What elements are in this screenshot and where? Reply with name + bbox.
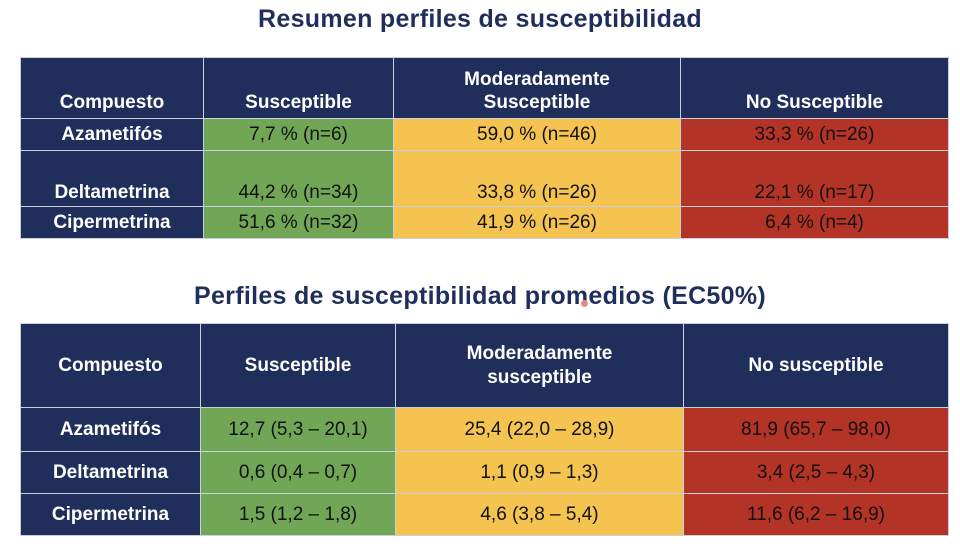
cell-not-susceptible: 11,6 (6,2 – 16,9)	[683, 493, 949, 536]
table-row: Azametifós 12,7 (5,3 – 20,1) 25,4 (22,0 …	[20, 407, 949, 452]
cell-not-susceptible: 3,4 (2,5 – 4,3)	[683, 451, 949, 494]
header-not-susceptible: No susceptible	[683, 323, 949, 408]
cell-not-susceptible: 81,9 (65,7 – 98,0)	[683, 407, 949, 452]
cell-moderate: 41,9 % (n=26)	[393, 206, 681, 239]
averages-table: Compuesto Susceptible Moderadamente susce…	[20, 323, 949, 536]
cell-not-susceptible: 33,3 % (n=26)	[680, 118, 949, 151]
cell-susceptible: 51,6 % (n=32)	[203, 206, 394, 239]
header-susceptible: Susceptible	[200, 323, 396, 408]
cell-susceptible: 0,6 (0,4 – 0,7)	[200, 451, 396, 494]
cell-susceptible: 7,7 % (n=6)	[203, 118, 394, 151]
row-compound: Azametifós	[20, 407, 201, 452]
summary-table: Compuesto Susceptible Moderadamente Susce…	[20, 57, 949, 239]
cell-not-susceptible: 6,4 % (n=4)	[680, 206, 949, 239]
table-row: Deltametrina 0,6 (0,4 – 0,7) 1,1 (0,9 – …	[20, 451, 949, 494]
cell-moderate: 25,4 (22,0 – 28,9)	[395, 407, 684, 452]
table-row: Azametifós 7,7 % (n=6) 59,0 % (n=46) 33,…	[20, 118, 949, 151]
header-susceptible: Susceptible	[203, 57, 394, 119]
header-compound: Compuesto	[20, 57, 204, 119]
cell-moderate: 4,6 (3,8 – 5,4)	[395, 493, 684, 536]
cell-not-susceptible: 22,1 % (n=17)	[680, 150, 949, 207]
cell-susceptible: 12,7 (5,3 – 20,1)	[200, 407, 396, 452]
row-compound: Cipermetrina	[20, 206, 204, 239]
header-moderate-line2: susceptible	[487, 366, 592, 388]
row-compound: Deltametrina	[20, 451, 201, 494]
table-row: Deltametrina 44,2 % (n=34) 33,8 % (n=26)…	[20, 150, 949, 207]
summary-title: Resumen perfiles de susceptibilidad	[258, 5, 702, 33]
cell-susceptible: 44,2 % (n=34)	[203, 150, 394, 207]
row-compound: Azametifós	[20, 118, 204, 151]
row-compound: Deltametrina	[20, 150, 204, 207]
header-moderate: Moderadamente Susceptible	[393, 57, 681, 119]
table-row: Cipermetrina 51,6 % (n=32) 41,9 % (n=26)…	[20, 206, 949, 239]
cell-moderate: 33,8 % (n=26)	[393, 150, 681, 207]
header-moderate: Moderadamente susceptible	[395, 323, 684, 408]
row-compound: Cipermetrina	[20, 493, 201, 536]
header-moderate-line1: Moderadamente	[466, 342, 613, 364]
table-header-row: Compuesto Susceptible Moderadamente Susce…	[20, 57, 949, 119]
table-header-row: Compuesto Susceptible Moderadamente susce…	[20, 323, 949, 408]
cell-moderate: 1,1 (0,9 – 1,3)	[395, 451, 684, 494]
header-moderate-line2: Susceptible	[483, 92, 591, 114]
header-not-susceptible: No Susceptible	[680, 57, 949, 119]
table-row: Cipermetrina 1,5 (1,2 – 1,8) 4,6 (3,8 – …	[20, 493, 949, 536]
pointer-dot	[581, 300, 588, 307]
cell-moderate: 59,0 % (n=46)	[393, 118, 681, 151]
header-compound: Compuesto	[20, 323, 201, 408]
cell-susceptible: 1,5 (1,2 – 1,8)	[200, 493, 396, 536]
header-moderate-line1: Moderadamente	[464, 68, 610, 90]
averages-title: Perfiles de susceptibilidad promedios (E…	[194, 282, 766, 310]
